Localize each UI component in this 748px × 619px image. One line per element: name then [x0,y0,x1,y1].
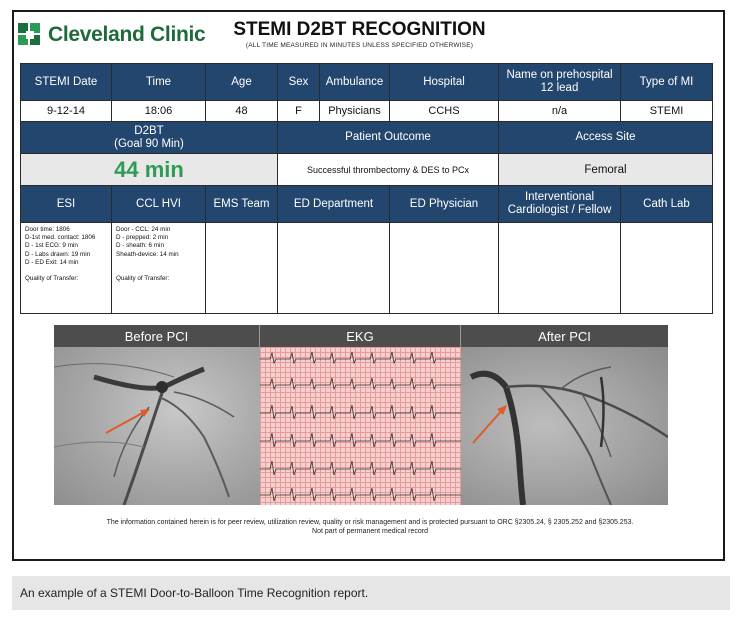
header-interventional-cardiologist: Interventional Cardiologist / Fellow [498,185,621,223]
esi-note-line: Door time: 1806 [25,226,70,233]
ccl-notes: Door - CCL: 24 min D - prepped: 2 min D … [111,222,206,314]
value-sex: F [277,100,320,122]
header-access-site: Access Site [498,121,713,154]
ccl-note-line: D - sheath: 6 min [116,242,164,250]
ekg-image [260,347,461,505]
header-sex: Sex [277,63,320,101]
value-time: 18:06 [111,100,206,122]
esi-note-line: D-1st med. contact: 1806 [25,234,96,242]
ccl-note-spacer [116,259,179,267]
esi-note-spacer [25,267,95,275]
header-ambulance: Ambulance [319,63,390,101]
ccl-quality-of-transfer: Quality of Transfer: [116,274,170,282]
ccl-note-line: Sheath-device: 14 min [116,250,179,258]
patient-outcome-value: Successful thrombectomy & DES to PCx [277,153,499,186]
header-ccl-hvi: CCL HVI [111,185,206,223]
value-hospital: CCHS [389,100,499,122]
caption-bar: An example of a STEMI Door-to-Balloon Ti… [12,576,730,610]
header-esi: ESI [20,185,112,223]
header-time: Time [111,63,206,101]
d2bt-value: 44 min [20,153,278,186]
header-age: Age [205,63,278,101]
disclaimer: The information contained herein is for … [40,518,700,536]
header-cath-lab: Cath Lab [620,185,713,223]
header-ems-team: EMS Team [205,185,278,223]
report-title: STEMI D2BT RECOGNITION [233,19,486,40]
ccl-note-spacer [116,267,179,275]
esi-note-line: D - 1st ECG: 9 min [25,242,78,250]
ed-physician-cell [389,222,499,314]
ed-department-cell [277,222,390,314]
esi-notes: Door time: 1806 D-1st med. contact: 1806… [20,222,112,314]
header-stemi-date: STEMI Date [20,63,112,101]
ems-team-cell [205,222,278,314]
after-pci-header: After PCI [461,325,668,347]
before-pci-header: Before PCI [54,325,260,347]
cath-lab-cell [620,222,713,314]
header-patient-outcome: Patient Outcome [277,121,499,154]
before-pci-image [54,347,260,505]
value-stemi-date: 9-12-14 [20,100,112,122]
esi-note-line: D - ED Exit: 14 min [25,258,79,266]
interventional-cardiologist-cell [498,222,621,314]
header-ed-department: ED Department [277,185,390,223]
header-ed-physician: ED Physician [389,185,499,223]
disclaimer-line-1: The information contained herein is for … [106,519,634,526]
d2bt-label: D2BT [134,124,164,137]
value-ambulance: Physicians [319,100,390,122]
ccl-note-line: D - prepped: 2 min [116,234,169,242]
report-subtitle: (ALL TIME MEASURED IN MINUTES UNLESS SPE… [245,42,474,49]
value-name-prehospital: n/a [498,100,621,122]
value-type-of-mi: STEMI [620,100,713,122]
header-hospital: Hospital [389,63,499,101]
value-age: 48 [205,100,278,122]
header-name-prehospital: Name on prehospital 12 lead [498,63,621,101]
disclaimer-line-2: Not part of permanent medical record [312,528,428,535]
esi-quality-of-transfer: Quality of Transfer: [25,275,79,283]
clinic-logo-icon [18,23,42,47]
header-type-of-mi: Type of MI [620,63,713,101]
access-site-value: Femoral [498,153,713,186]
d2bt-goal: (Goal 90 Min) [114,137,184,150]
after-pci-image [461,347,668,505]
header-d2bt: D2BT (Goal 90 Min) [20,121,278,154]
ekg-header: EKG [260,325,461,347]
cleveland-clinic-logo: Cleveland Clinic [18,21,206,49]
figure-caption: An example of a STEMI Door-to-Balloon Ti… [20,586,369,600]
brand-name: Cleveland Clinic [48,23,206,46]
esi-note-line: D - Labs drawn: 19 min [25,250,91,258]
ccl-note-line: Door - CCL: 24 min [116,226,171,233]
